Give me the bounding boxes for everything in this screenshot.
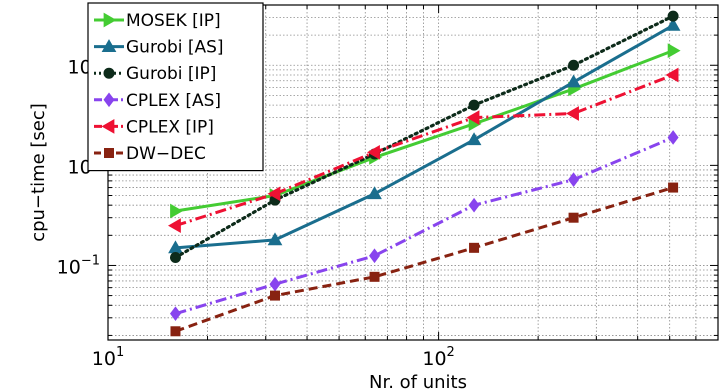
legend-label: DW−DEC — [126, 144, 206, 164]
series-line — [175, 136, 674, 316]
legend-entry: MOSEK [IP] — [94, 11, 221, 31]
data-point — [169, 306, 181, 321]
data-point — [468, 99, 480, 111]
series-line — [174, 186, 674, 333]
data-point — [367, 144, 380, 160]
legend-label: Gurobi [IP] — [126, 64, 216, 84]
x-axis-label: Nr. of units — [369, 372, 467, 392]
series-5 — [170, 182, 679, 337]
legend-label: CPLEX [IP] — [126, 117, 214, 137]
data-point — [667, 130, 679, 145]
series-layer — [167, 10, 681, 337]
data-point — [367, 186, 382, 200]
series-1 — [168, 17, 681, 254]
data-point — [167, 218, 181, 233]
data-point — [369, 248, 381, 264]
data-point — [170, 326, 181, 337]
data-point — [269, 276, 281, 292]
series-line — [175, 73, 674, 228]
x-tick-label: 102 — [422, 345, 454, 370]
data-point — [369, 271, 380, 282]
legend-marker — [103, 92, 115, 108]
y-tick-label: 10−1 — [57, 253, 100, 278]
data-point — [566, 106, 579, 121]
legend-box — [87, 2, 264, 172]
data-point — [568, 59, 580, 71]
data-point — [468, 197, 480, 213]
data-point — [668, 182, 679, 193]
data-point — [469, 242, 480, 253]
legend-marker — [103, 67, 115, 79]
data-point — [667, 43, 681, 58]
data-point — [466, 110, 480, 125]
series-3 — [169, 130, 679, 321]
data-point — [667, 10, 679, 22]
legend-marker — [101, 119, 115, 134]
data-point — [568, 212, 579, 223]
legend-entry: CPLEX [AS] — [94, 91, 221, 111]
data-point — [170, 203, 183, 219]
data-point — [267, 186, 281, 202]
legend-marker — [103, 12, 117, 28]
legend: MOSEK [IP] Gurobi [AS] Gurobi [IP] CPLEX [A… — [87, 2, 264, 172]
data-point — [566, 74, 581, 88]
legend-entry: DW−DEC — [94, 144, 206, 164]
data-point — [665, 67, 679, 83]
series-line — [175, 24, 674, 250]
data-point — [270, 290, 281, 301]
series-4 — [167, 67, 679, 233]
data-point — [466, 132, 482, 146]
x-tick-label: 101 — [92, 345, 124, 370]
y-axis-label: cpu−time [sec] — [28, 103, 49, 242]
legend-label: Gurobi [AS] — [126, 38, 224, 58]
legend-label: CPLEX [AS] — [126, 91, 221, 111]
legend-marker — [101, 39, 117, 52]
series-line — [173, 14, 675, 260]
legend-entry: CPLEX [IP] — [94, 117, 214, 137]
data-point — [568, 172, 580, 187]
legend-entry: Gurobi [IP] — [94, 64, 216, 84]
data-point — [169, 252, 181, 264]
data-point — [665, 17, 681, 31]
legend-marker — [104, 148, 114, 158]
legend-entry: Gurobi [AS] — [94, 38, 224, 58]
plot-frame — [107, 4, 719, 341]
data-point — [267, 232, 283, 246]
legend-label: MOSEK [IP] — [126, 11, 221, 31]
